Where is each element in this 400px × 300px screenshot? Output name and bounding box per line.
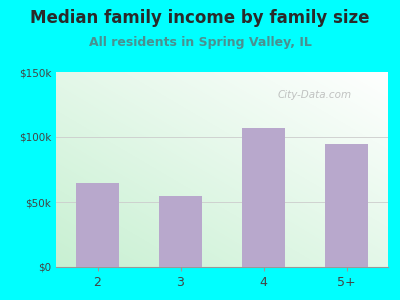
Bar bbox=[159, 196, 202, 267]
Text: All residents in Spring Valley, IL: All residents in Spring Valley, IL bbox=[88, 36, 312, 49]
Text: Median family income by family size: Median family income by family size bbox=[30, 9, 370, 27]
Bar bbox=[76, 182, 119, 267]
Bar bbox=[325, 143, 368, 267]
Bar bbox=[242, 128, 285, 267]
Text: City-Data.com: City-Data.com bbox=[278, 90, 352, 100]
